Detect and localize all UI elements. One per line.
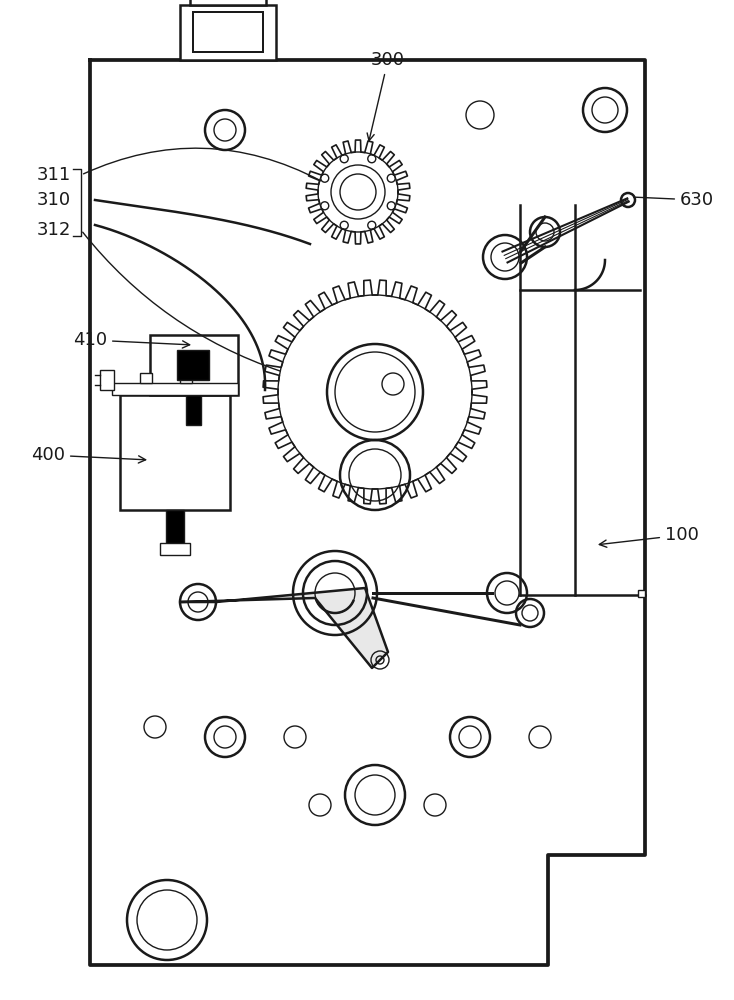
Bar [180, 5, 276, 60]
Bar [180, 373, 192, 383]
Text: 630: 630 [633, 191, 714, 209]
Bar [112, 383, 238, 395]
Text: 100: 100 [599, 526, 699, 547]
Bar [190, 0, 266, 5]
Text: 310: 310 [37, 191, 71, 209]
Text: 311: 311 [37, 166, 71, 184]
Bar [638, 590, 645, 597]
Bar [193, 12, 263, 52]
Text: 410: 410 [73, 331, 189, 349]
Bar [166, 510, 184, 545]
Bar [177, 350, 209, 380]
Polygon shape [180, 588, 388, 668]
Bar [150, 335, 238, 395]
Bar [120, 395, 230, 510]
Bar [100, 370, 114, 390]
Text: 300: 300 [367, 51, 405, 141]
Bar [140, 373, 152, 383]
Bar [160, 543, 190, 555]
Text: 400: 400 [31, 446, 145, 464]
Text: 312: 312 [37, 221, 71, 239]
Bar [186, 395, 201, 425]
